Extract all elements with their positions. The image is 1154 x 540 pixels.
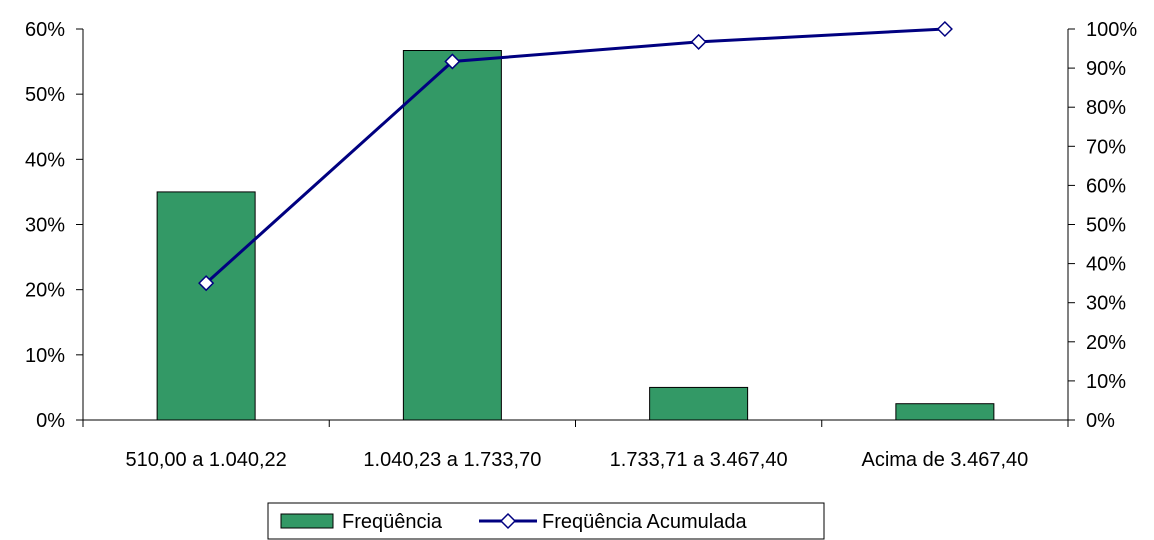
legend-bar-swatch (280, 513, 334, 529)
left-tick-label: 0% (36, 410, 65, 432)
right-axis-ticks: 0% 10% 20% 30% 40% 50% 60% 70% 80% 90% 100% (1068, 19, 1137, 432)
right-tick-label: 0% (1086, 410, 1115, 432)
cumulative-point (690, 33, 707, 50)
left-tick-label: 10% (25, 345, 65, 367)
left-tick-label: 60% (25, 19, 65, 41)
right-tick-label: 50% (1086, 215, 1126, 237)
right-tick-label: 40% (1086, 254, 1126, 276)
legend-line-label: Freqüência Acumulada (542, 511, 747, 533)
legend-box (267, 502, 825, 540)
category-label: 1.040,23 a 1.733,70 (363, 449, 541, 471)
bar (402, 50, 502, 421)
category-label: Acima de 3.467,40 (861, 449, 1028, 471)
category-label: 510,00 a 1.040,22 (125, 449, 286, 471)
right-tick-label: 90% (1086, 58, 1126, 80)
cumulative-line (205, 27, 945, 285)
right-tick-label: 30% (1086, 293, 1126, 315)
right-tick-label: 80% (1086, 97, 1126, 119)
right-tick-label: 20% (1086, 332, 1126, 354)
cumulative-point (936, 20, 953, 38)
category-label: 1.733,71 a 3.467,40 (610, 449, 788, 471)
cumulative-point (198, 275, 215, 292)
left-tick-label: 20% (25, 280, 65, 302)
cumulative-line-layer (198, 20, 953, 292)
left-tick-label: 30% (25, 215, 65, 237)
legend-line-marker-icon (499, 512, 517, 530)
x-axis-ticks: 510,00 a 1.040,22 1.040,23 a 1.733,70 1.73… (82, 420, 1069, 471)
legend-bar-label: Freqüência (342, 511, 443, 533)
right-tick-label: 10% (1086, 371, 1126, 393)
left-tick-label: 50% (25, 84, 65, 106)
right-tick-label: 60% (1086, 175, 1126, 197)
bar (156, 191, 256, 421)
cumulative-point (444, 53, 461, 70)
left-tick-label: 40% (25, 149, 65, 171)
bars-layer (156, 50, 995, 421)
right-tick-label: 100% (1086, 19, 1137, 41)
bar (649, 386, 749, 421)
right-tick-label: 70% (1086, 136, 1126, 158)
left-axis-ticks: 0% 10% 20% 30% 40% 50% 60% (25, 19, 83, 432)
bar (895, 403, 995, 421)
legend: Freqüência Freqüência Acumulada (267, 502, 825, 540)
